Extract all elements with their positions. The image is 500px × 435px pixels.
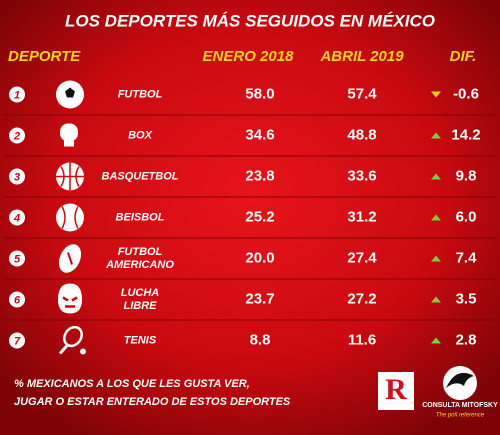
arrow-up [431,296,441,303]
icon [56,203,84,232]
sport-name: BOX [128,129,153,141]
rank-badge [9,291,25,308]
arrow-up [431,214,441,221]
rank: 4 [13,212,20,224]
arrow-up [431,337,441,344]
sport-name: LUCHA [121,287,160,299]
rank: 3 [14,171,20,183]
diff-value: 9.8 [456,167,477,184]
rank-badge [9,86,25,103]
diff-value: 6.0 [456,208,477,225]
arrow-up [431,255,441,262]
sport-name: TENIS [124,334,157,346]
col-header: DIF. [450,48,477,65]
icon [65,87,75,98]
diff-value: 2.8 [456,331,477,348]
icon [67,252,73,265]
jan-value: 23.7 [245,290,274,307]
apr-value: 27.4 [347,249,377,266]
diff-value: 7.4 [456,249,478,266]
sport-name: FUTBOL [118,246,163,258]
footer-note: JUGAR O ESTAR ENTERADO DE ESTOS DEPORTES [14,396,291,408]
arrow-down [431,91,441,98]
rank-badge [9,250,25,267]
jan-value: 58.0 [245,85,274,102]
icon [80,348,86,355]
logo-r-box [378,372,414,410]
rank: 2 [13,130,20,142]
rows: 1 FUTBOL 58.0 57.4 -0.62 BOX 34.6 48.8 14.23 BASQ… [4,80,496,355]
arrow-up [431,173,441,180]
rank-badge [9,168,25,185]
sport-name: BEISBOL [116,211,165,223]
jan-value: 34.6 [245,126,274,143]
logo-mitofsky: CONSULTA MITOFSKY [422,402,498,409]
diff-value: -0.6 [453,85,479,102]
sport-name: AMERICANO [105,259,174,271]
apr-value: 33.6 [347,167,376,184]
diff-value: 3.5 [456,290,477,307]
diff-value: 14.2 [451,126,480,143]
sport-name: FUTBOL [118,88,163,100]
icon [56,162,84,191]
icon [58,283,82,314]
rank-badge [9,127,25,144]
footer-note: % MEXICANOS A LOS QUE LES GUSTA VER, [14,378,250,390]
rank: 7 [14,335,21,347]
rank: 6 [14,294,21,306]
col-header: ENERO 2018 [203,48,295,65]
icon [62,296,78,308]
apr-value: 48.8 [347,126,376,143]
icon [64,140,74,147]
title: LOS DEPORTES MÁS SEGUIDOS EN MÉXICO [65,11,435,30]
apr-value: 31.2 [347,208,376,225]
jan-value: 25.2 [245,208,274,225]
icon [61,206,79,229]
col-header: ABRIL 2019 [319,48,404,65]
logo-mitofsky-mark [446,372,474,388]
jan-value: 8.8 [250,331,271,348]
col-header: DEPORTE [8,48,81,65]
sport-name: LIBRE [124,300,158,312]
logo-r: R [385,373,407,406]
apr-value: 11.6 [348,331,376,348]
arrow-up [431,132,441,139]
apr-value: 57.4 [347,85,377,102]
rank-badge [9,332,25,349]
jan-value: 20.0 [245,249,274,266]
jan-value: 23.8 [245,167,274,184]
apr-value: 27.2 [347,290,376,307]
sport-name: BASQUETBOL [102,170,179,182]
icon [58,343,70,355]
rank: 5 [14,253,21,265]
logo-tagline: The poll reference [436,413,485,419]
rank: 1 [14,89,20,101]
rank-badge [9,209,25,226]
icon [60,123,78,142]
